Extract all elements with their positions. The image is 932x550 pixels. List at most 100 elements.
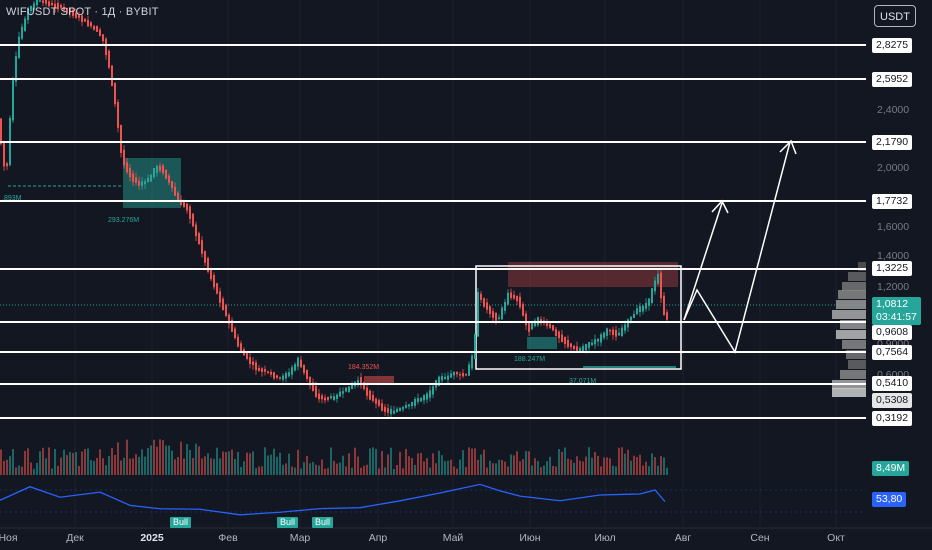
volume-bar bbox=[105, 465, 107, 475]
volume-bar bbox=[90, 460, 92, 475]
volume-profile-bar bbox=[838, 290, 866, 299]
volume-bar bbox=[135, 454, 137, 475]
volume-bar bbox=[45, 458, 47, 475]
candle-body bbox=[555, 329, 557, 336]
volume-bar bbox=[630, 460, 632, 475]
volume-bar bbox=[453, 466, 455, 475]
volume-bar bbox=[360, 467, 362, 475]
volume-bar bbox=[276, 456, 278, 475]
volume-bar bbox=[663, 457, 665, 475]
volume-bar bbox=[438, 450, 440, 475]
volume-bar bbox=[297, 449, 299, 475]
volume-profile-bar bbox=[842, 340, 866, 349]
currency-button[interactable]: USDT bbox=[874, 5, 916, 27]
volume-bar bbox=[69, 451, 71, 475]
volume-bar bbox=[615, 466, 617, 475]
candle-body bbox=[582, 346, 584, 351]
candle-body bbox=[228, 314, 230, 324]
volume-bar bbox=[528, 451, 530, 475]
volume-bar bbox=[174, 459, 176, 475]
volume-bar bbox=[342, 455, 344, 475]
candle-body bbox=[108, 50, 110, 68]
candle-body bbox=[468, 364, 470, 376]
projection-arrow bbox=[683, 141, 791, 354]
symbol-title[interactable]: WIFUSDT SPOT · 1Д · BYBIT bbox=[6, 6, 159, 18]
candle-body bbox=[348, 386, 350, 393]
volume-bar bbox=[552, 465, 554, 475]
volume-bar bbox=[198, 446, 200, 475]
candle-body bbox=[594, 339, 596, 345]
candle-body bbox=[96, 26, 98, 32]
volume-bar bbox=[495, 463, 497, 475]
volume-bar bbox=[186, 444, 188, 475]
candle-body bbox=[285, 372, 287, 379]
candle-body bbox=[111, 65, 113, 86]
candle-body bbox=[663, 295, 665, 315]
volume-bar bbox=[78, 466, 80, 475]
candle-body bbox=[264, 369, 266, 372]
volume-bar bbox=[462, 450, 464, 475]
volume-annotation: 184.352M bbox=[348, 364, 380, 371]
volume-bar bbox=[582, 461, 584, 475]
volume-bar bbox=[633, 455, 635, 475]
volume-bar bbox=[393, 468, 395, 475]
volume-bar bbox=[441, 455, 443, 475]
volume-bar bbox=[189, 450, 191, 475]
candle-body bbox=[525, 313, 527, 326]
volume-bar bbox=[114, 455, 116, 475]
volume-annotation: 188.247M bbox=[514, 356, 546, 363]
volume-bar bbox=[519, 461, 521, 475]
candle-body bbox=[114, 82, 116, 105]
candle-body bbox=[552, 325, 554, 331]
candle-body bbox=[342, 391, 344, 394]
price-tick: 1,2000 bbox=[877, 281, 910, 293]
candle-body bbox=[192, 213, 194, 227]
candle-body bbox=[309, 376, 311, 386]
candle-body bbox=[642, 305, 644, 312]
volume-bar bbox=[60, 457, 62, 475]
volume-bar bbox=[192, 458, 194, 475]
candle-body bbox=[444, 376, 446, 380]
candle-body bbox=[459, 373, 461, 376]
volume-bar bbox=[162, 440, 164, 475]
candle-body bbox=[120, 125, 122, 153]
candle-body bbox=[300, 359, 302, 368]
candle-body bbox=[327, 396, 329, 400]
volume-bar bbox=[249, 453, 251, 475]
volume-bar bbox=[288, 453, 290, 475]
volume-bar bbox=[132, 458, 134, 475]
candle-body bbox=[423, 395, 425, 401]
volume-bar bbox=[423, 461, 425, 475]
candle-body bbox=[624, 324, 626, 331]
volume-bar bbox=[351, 467, 353, 475]
volume-profile-bar bbox=[832, 388, 866, 397]
level-label: 2,8275 bbox=[872, 38, 913, 53]
candle-body bbox=[333, 396, 335, 401]
volume-bar bbox=[396, 465, 398, 475]
volume-profile-bar bbox=[846, 350, 866, 359]
candle-body bbox=[387, 408, 389, 413]
candle-body bbox=[615, 329, 617, 337]
volume-annotation: .893M bbox=[2, 195, 22, 202]
volume-bar bbox=[201, 458, 203, 475]
volume-bar bbox=[390, 447, 392, 475]
candle-body bbox=[270, 371, 272, 375]
candle-body bbox=[78, 15, 80, 18]
candle-body bbox=[378, 400, 380, 406]
candle-body bbox=[15, 56, 17, 82]
volume-bar bbox=[279, 452, 281, 475]
candle-body bbox=[369, 390, 371, 400]
volume-bar bbox=[588, 447, 590, 475]
volume-bar bbox=[273, 448, 275, 475]
candle-body bbox=[39, 0, 41, 2]
candle-body bbox=[606, 328, 608, 336]
volume-bar bbox=[510, 454, 512, 475]
level-label: 0,5410 bbox=[872, 376, 913, 391]
candle-body bbox=[480, 293, 482, 300]
volume-bar bbox=[321, 459, 323, 475]
current-price: 1,0812 bbox=[876, 298, 909, 310]
volume-bar bbox=[645, 461, 647, 475]
volume-bar bbox=[522, 459, 524, 475]
time-tick: Мар bbox=[289, 532, 311, 544]
